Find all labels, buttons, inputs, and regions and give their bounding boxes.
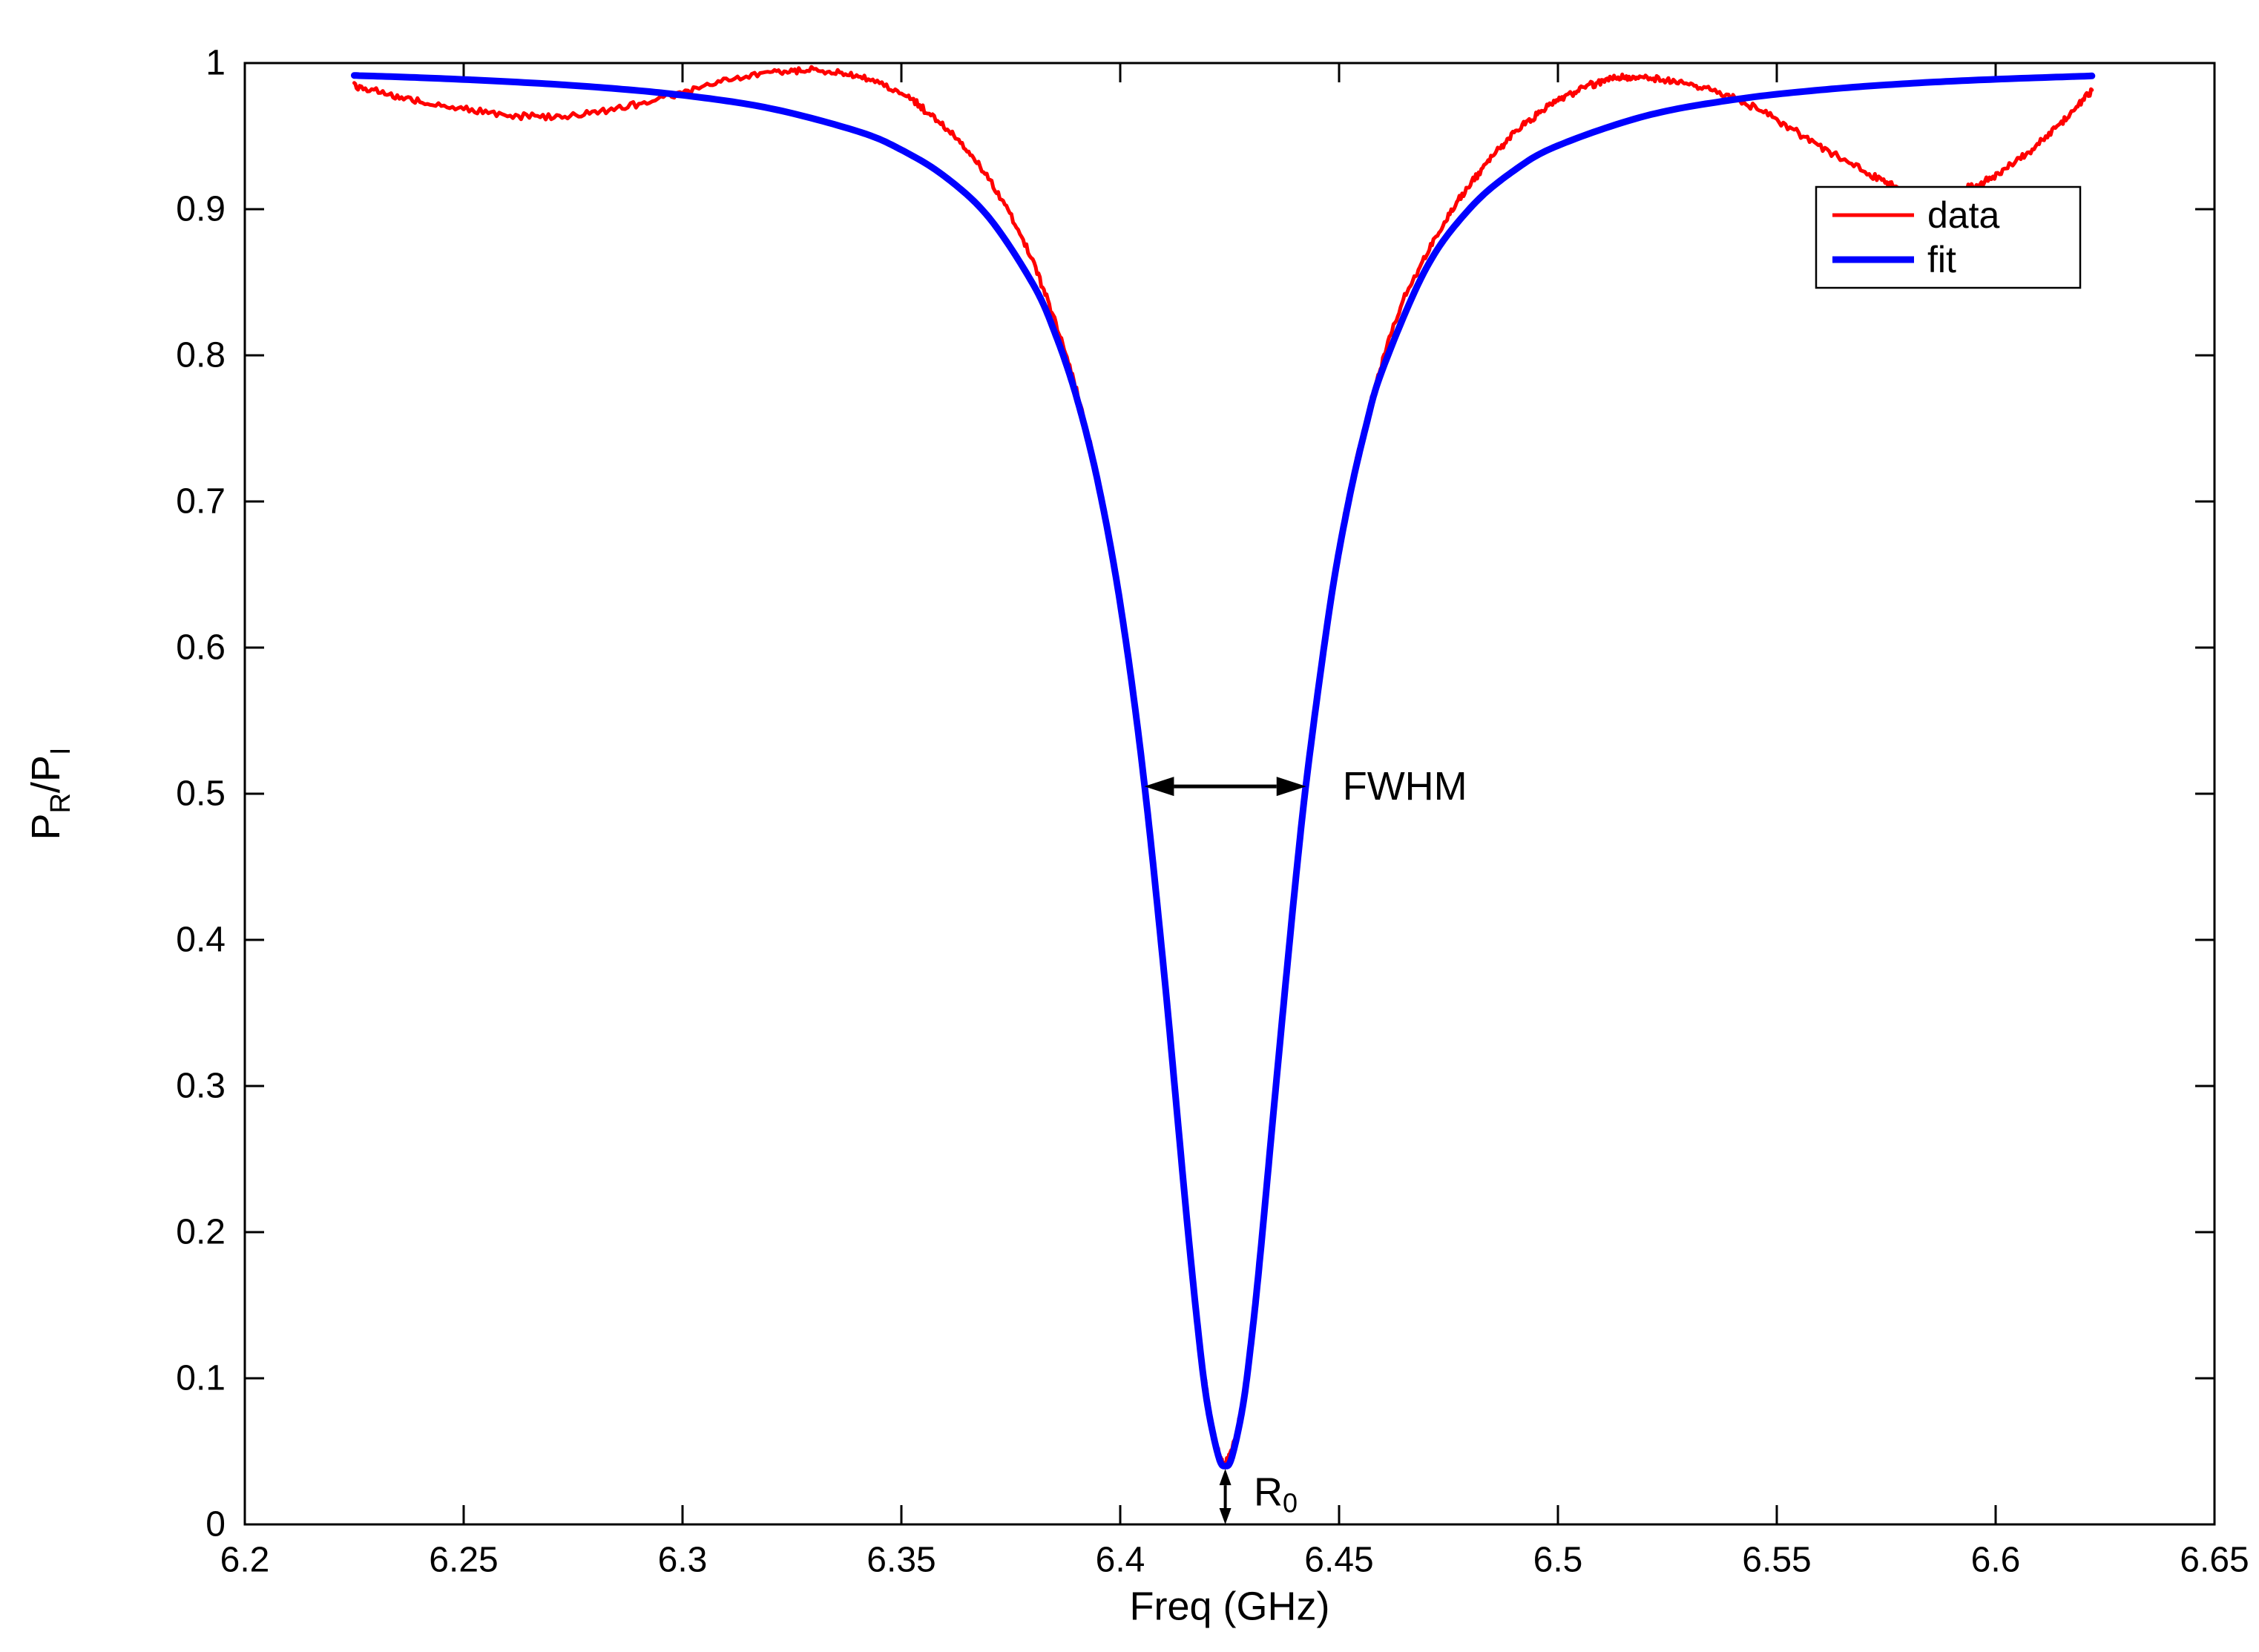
y-tick-label: 1 [205,44,226,83]
x-tick-label: 6.2 [220,1541,270,1580]
y-tick-label: 0.3 [176,1067,226,1106]
x-tick-label: 6.55 [1742,1541,1811,1580]
r0-arrow-head-end [1219,1469,1232,1486]
x-tick-label: 6.4 [1096,1541,1145,1580]
r0-arrow-head-start [1219,1508,1232,1524]
annotation-label-R: R0 [1254,1470,1298,1518]
y-tick-label: 0 [205,1505,226,1544]
x-tick-label: 6.3 [658,1541,708,1580]
fwhm-arrow-head-start [1144,777,1174,797]
annotation-label-FWHM: FWHM [1343,764,1467,809]
x-tick-label: 6.35 [867,1541,936,1580]
y-tick-label: 0.5 [176,774,226,814]
y-tick-label: 0.2 [176,1213,226,1252]
x-tick-label: 6.45 [1304,1541,1373,1580]
legend-box [1815,185,2082,289]
x-tick-label: 6.25 [429,1541,498,1580]
y-tick-label: 0.1 [176,1359,226,1398]
y-axis-label: PR/PI [24,747,76,840]
series-line-fit [351,72,2096,1470]
plot-frame [243,62,2216,1526]
x-axis-label: Freq (GHz) [1130,1584,1330,1628]
y-tick-label: 0.4 [176,921,226,960]
x-tick-label: 6.5 [1533,1541,1583,1580]
legend-label-fit: fit [1927,239,1956,280]
legend-label-data: data [1927,194,2000,236]
fwhm-arrow-head-end [1276,777,1306,797]
y-tick-label: 0.6 [176,628,226,668]
y-tick-label: 0.8 [176,336,226,375]
y-tick-label: 0.7 [176,482,226,521]
x-tick-label: 6.6 [1971,1541,2021,1580]
x-tick-label: 6.65 [2180,1541,2249,1580]
y-tick-label: 0.9 [176,190,226,229]
